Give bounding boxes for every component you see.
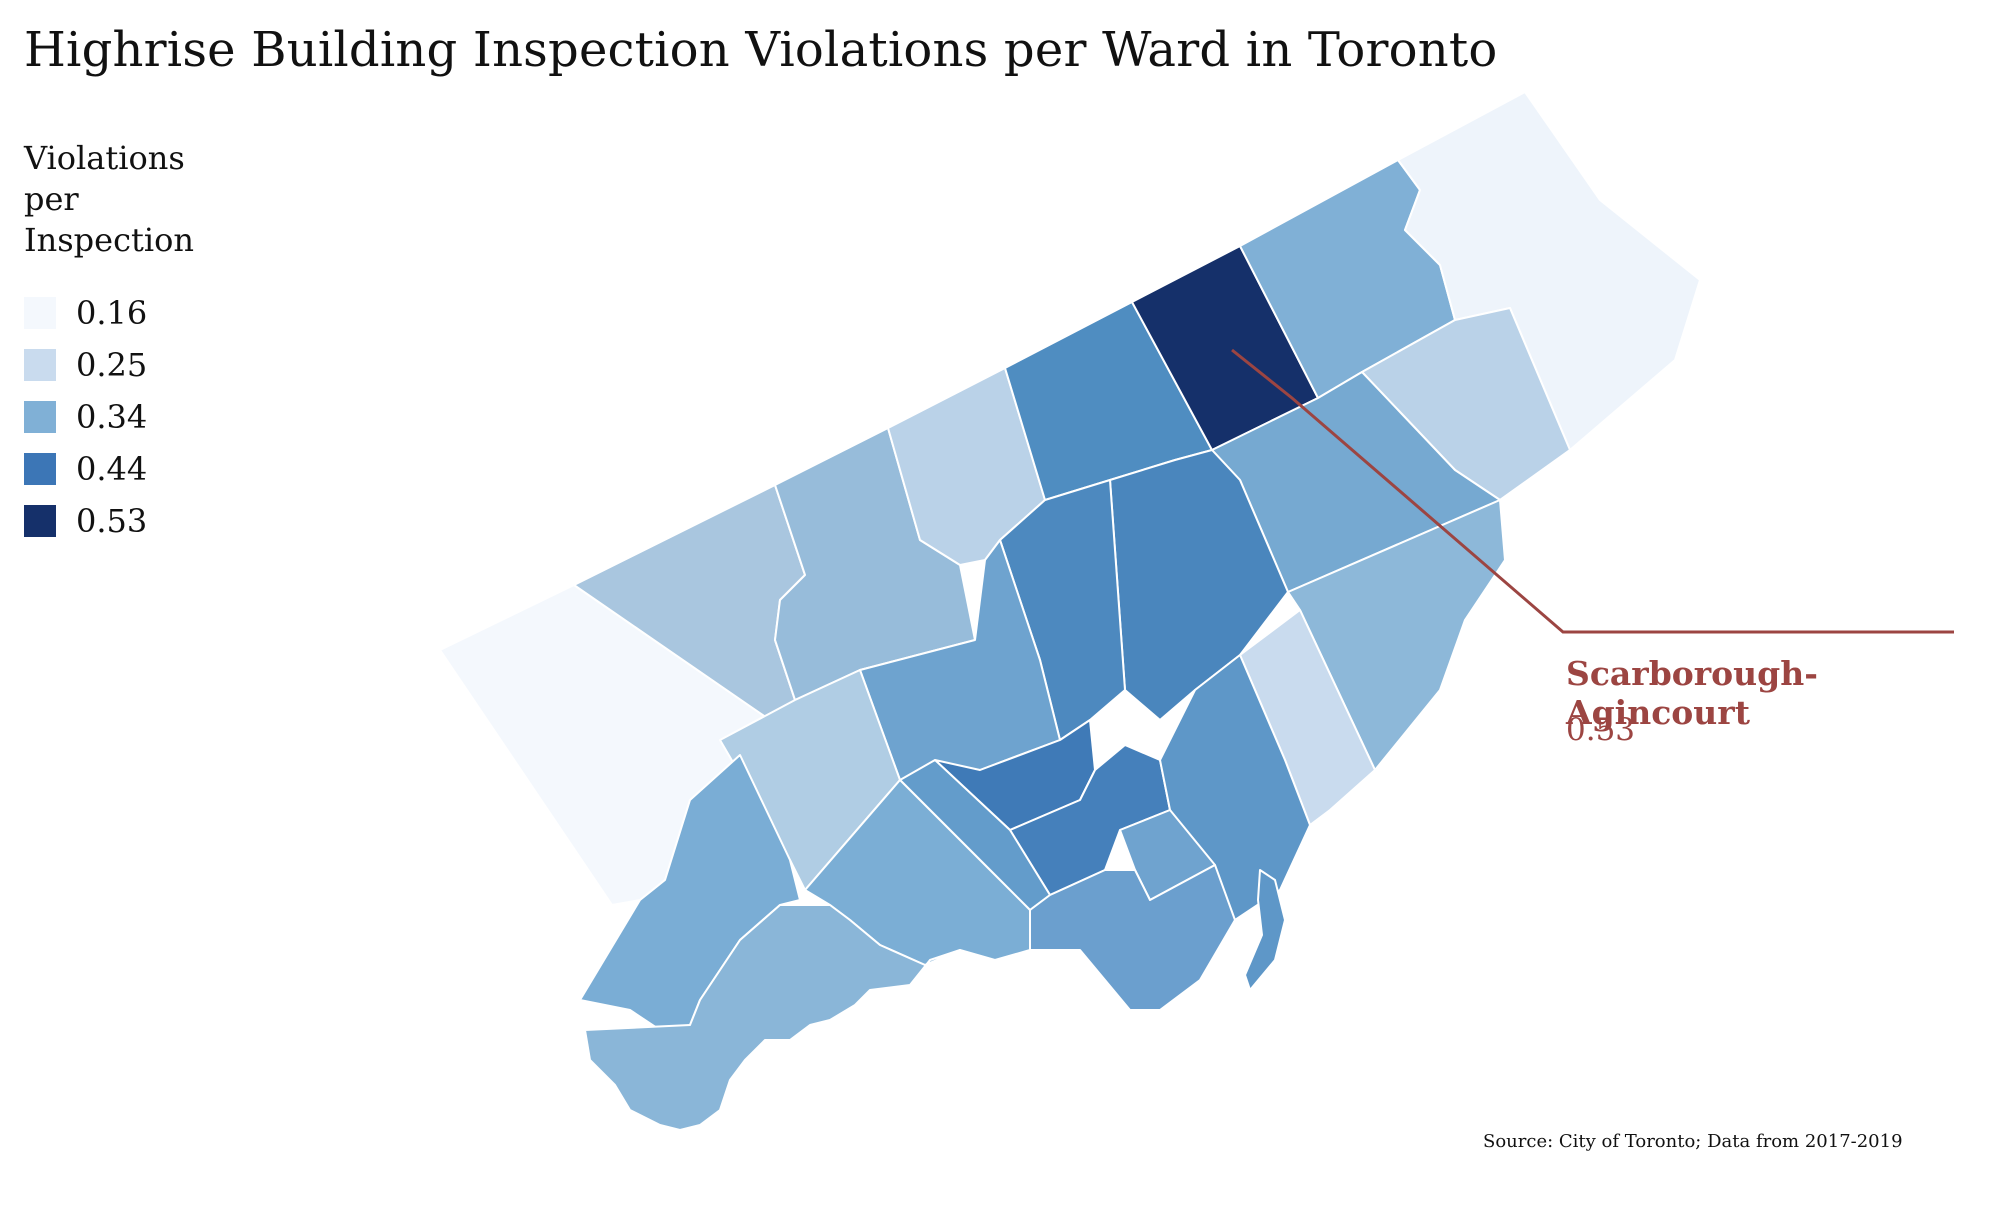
- legend-swatch: [24, 505, 56, 537]
- legend-label: 0.34: [76, 398, 148, 436]
- legend-item: 0.16: [24, 287, 224, 339]
- source-note: Source: City of Toronto; Data from 2017-…: [1483, 1131, 1903, 1152]
- legend-title-line: Inspection: [24, 221, 194, 259]
- legend-items: 0.16 0.25 0.34 0.44 0.53: [24, 287, 224, 547]
- legend-title-line: per: [24, 180, 79, 218]
- callout-ward-value: 0.53: [1566, 712, 1636, 748]
- legend-label: 0.44: [76, 450, 148, 488]
- legend-swatch: [24, 401, 56, 433]
- legend-title-line: Violations: [24, 139, 185, 177]
- ward-region[interactable]: [584, 904, 961, 1131]
- legend-item: 0.53: [24, 495, 224, 547]
- legend: Violations per Inspection 0.16 0.25 0.34…: [24, 138, 224, 547]
- legend-swatch: [24, 453, 56, 485]
- callout-leader-line: [1231, 348, 1954, 634]
- legend-swatch: [24, 349, 56, 381]
- legend-label: 0.16: [76, 294, 148, 332]
- ward-region[interactable]: [1244, 869, 1286, 991]
- ward-region[interactable]: [1109, 449, 1289, 721]
- callout-ward-name: Scarborough-Agincourt: [1566, 654, 1818, 732]
- legend-label: 0.53: [76, 502, 148, 540]
- legend-title: Violations per Inspection: [24, 138, 224, 261]
- legend-item: 0.34: [24, 391, 224, 443]
- legend-item: 0.44: [24, 443, 224, 495]
- legend-item: 0.25: [24, 339, 224, 391]
- legend-label: 0.25: [76, 346, 148, 384]
- legend-swatch: [24, 297, 56, 329]
- ward-region[interactable]: [1029, 864, 1236, 1011]
- map-title: Highrise Building Inspection Violations …: [24, 22, 1498, 78]
